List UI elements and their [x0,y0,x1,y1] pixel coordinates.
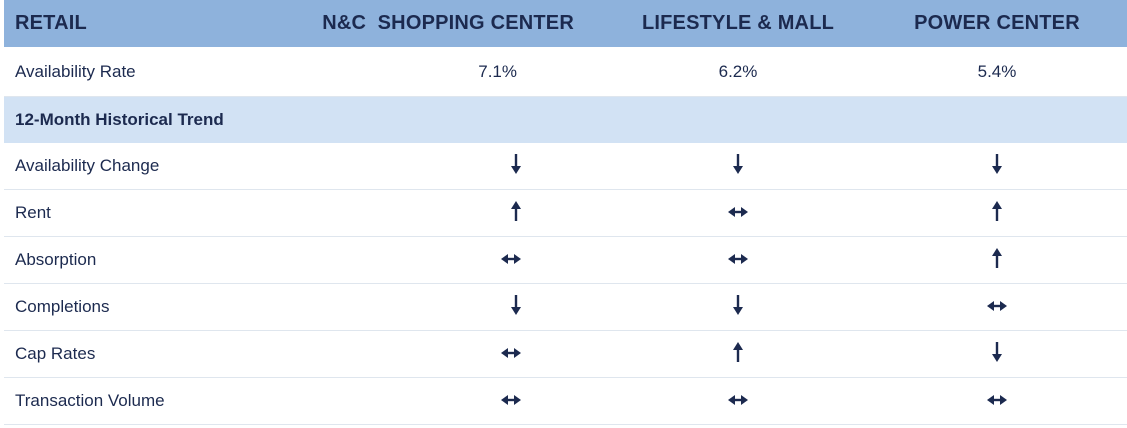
retail-trend-table: RETAIL N&C SHOPPING CENTER LIFESTYLE & M… [4,0,1127,425]
section-header-row: 12-Month Historical Trend [4,96,1127,143]
up-arrow-icon [732,341,744,363]
header-retail: RETAIL [4,0,304,47]
left-right-arrow-icon [727,206,749,218]
up-arrow-icon [510,200,522,222]
table-row: Rent [4,189,1127,237]
availability-rate-power: 5.4% [867,47,1127,97]
trend-label: Cap Rates [4,330,304,378]
table-row: Transaction Volume [4,377,1127,425]
trend-label: Completions [4,283,304,331]
trend-cell-nc [304,143,609,190]
down-arrow-icon [510,153,522,175]
trend-cell-nc [304,283,609,331]
table-row: Completions [4,283,1127,331]
trend-label: Availability Change [4,143,304,190]
trend-cell-power [867,330,1127,378]
trend-cell-lifestyle [609,143,867,190]
availability-rate-lifestyle: 6.2% [609,47,867,97]
table-row: Availability Change [4,143,1127,190]
table-header-row: RETAIL N&C SHOPPING CENTER LIFESTYLE & M… [4,0,1127,47]
trend-cell-lifestyle [609,189,867,237]
trend-cell-lifestyle [609,330,867,378]
left-right-arrow-icon [500,394,522,406]
left-right-arrow-icon [986,300,1008,312]
down-arrow-icon [732,153,744,175]
trend-cell-power [867,236,1127,284]
section-title: 12-Month Historical Trend [4,96,1127,143]
table-row: Cap Rates [4,330,1127,378]
down-arrow-icon [991,341,1003,363]
trend-label: Transaction Volume [4,377,304,425]
trend-cell-power [867,189,1127,237]
trend-cell-lifestyle [609,377,867,425]
trend-label: Absorption [4,236,304,284]
trend-cell-nc [304,377,609,425]
down-arrow-icon [991,153,1003,175]
header-nc-shopping-center: N&C SHOPPING CENTER [304,0,609,47]
up-arrow-icon [991,200,1003,222]
trend-cell-power [867,283,1127,331]
down-arrow-icon [510,294,522,316]
trend-cell-nc [304,189,609,237]
down-arrow-icon [732,294,744,316]
left-right-arrow-icon [500,347,522,359]
trend-cell-lifestyle [609,283,867,331]
availability-rate-label: Availability Rate [4,47,304,97]
trend-cell-power [867,143,1127,190]
trend-rows: Availability Change Rent Absorption Complet… [4,143,1127,425]
left-right-arrow-icon [727,394,749,406]
trend-cell-nc [304,330,609,378]
trend-cell-lifestyle [609,236,867,284]
left-right-arrow-icon [986,394,1008,406]
trend-cell-power [867,377,1127,425]
header-power-center: POWER CENTER [867,0,1127,47]
table-row: Absorption [4,236,1127,284]
availability-rate-row: Availability Rate 7.1% 6.2% 5.4% [4,47,1127,97]
trend-label: Rent [4,189,304,237]
trend-cell-nc [304,236,609,284]
left-right-arrow-icon [500,253,522,265]
availability-rate-nc: 7.1% [304,47,609,97]
header-lifestyle-mall: LIFESTYLE & MALL [609,0,867,47]
left-right-arrow-icon [727,253,749,265]
up-arrow-icon [991,247,1003,269]
